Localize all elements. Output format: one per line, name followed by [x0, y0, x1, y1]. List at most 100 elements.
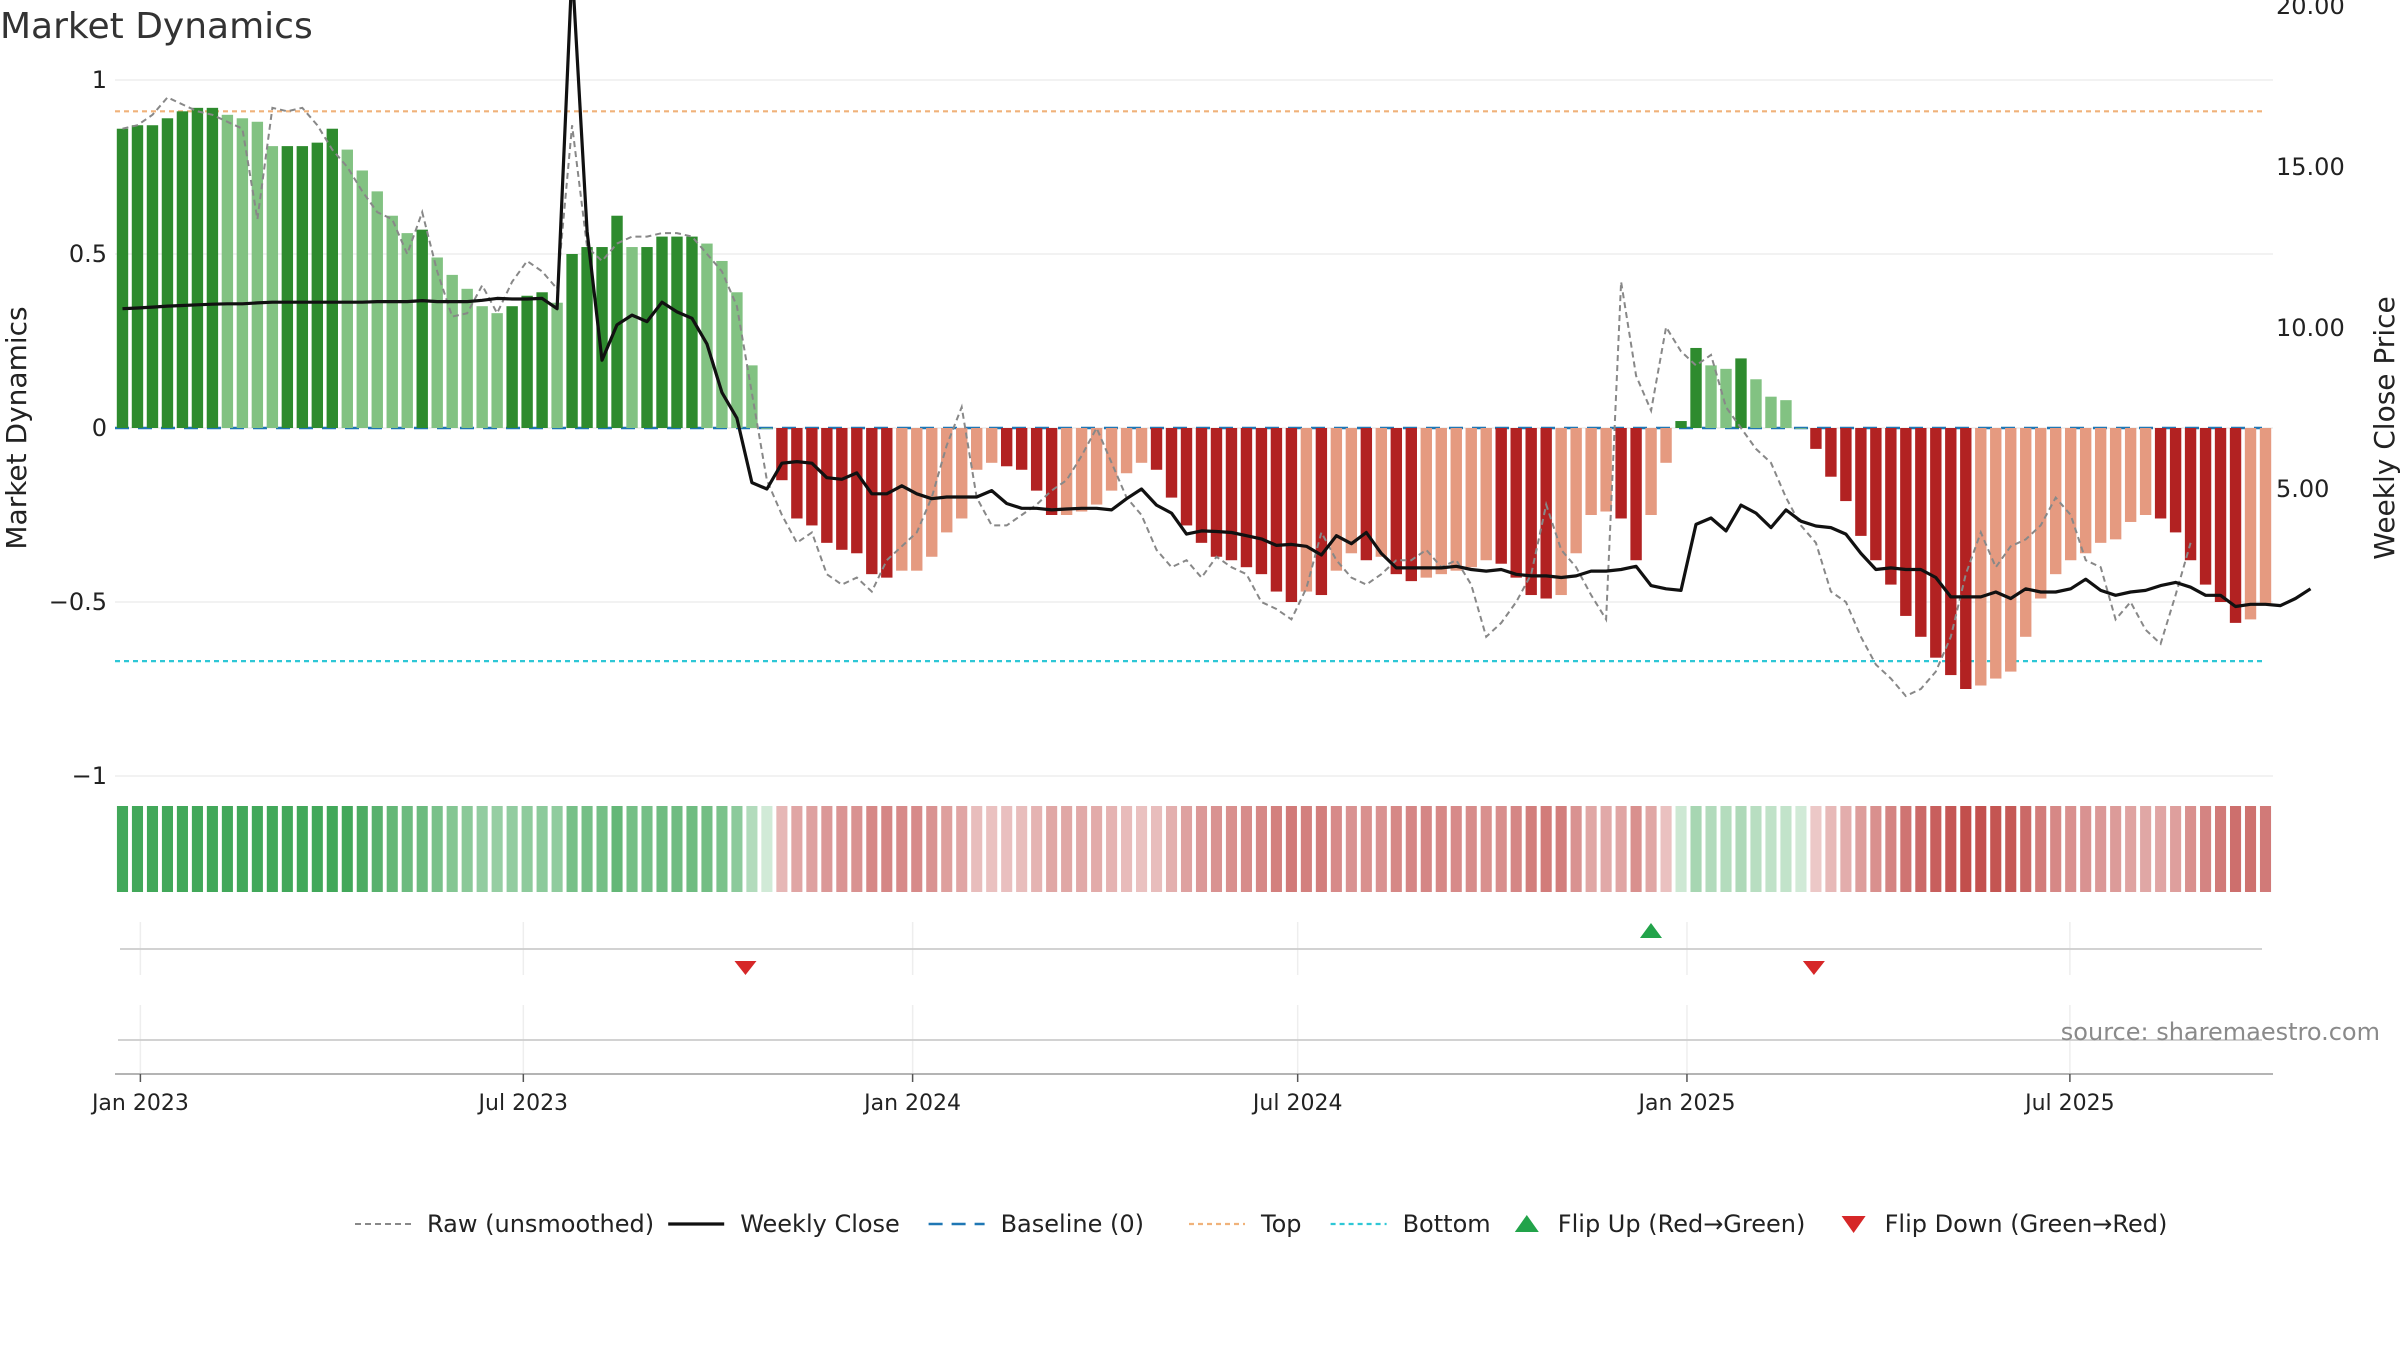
strip-cell — [476, 806, 488, 892]
strip-cell — [221, 806, 233, 892]
strip-cell — [1420, 806, 1432, 892]
bar — [2124, 428, 2137, 522]
legend-item-close: Weekly Close — [668, 1210, 900, 1238]
bar — [1420, 428, 1432, 578]
strip-cell — [551, 806, 563, 892]
strip-cell — [2155, 806, 2167, 892]
strip-cell — [626, 806, 638, 892]
bar — [985, 428, 998, 463]
bar — [356, 170, 368, 429]
strip-cell — [386, 806, 398, 892]
flip-up-marker — [1639, 923, 1662, 938]
bar — [2199, 428, 2212, 585]
bar — [581, 247, 593, 428]
legend-label: Top — [1260, 1210, 1302, 1238]
chart-title: Market Dynamics — [0, 6, 313, 47]
legend: Raw (unsmoothed) Weekly Close Baseline (0)… — [355, 1210, 2167, 1238]
regime-strip — [116, 806, 2272, 892]
strip-cell — [581, 806, 593, 892]
strip-cell — [896, 806, 908, 892]
bar — [1765, 396, 1777, 428]
strip-cell — [1390, 806, 1402, 892]
bar — [1930, 428, 1942, 658]
legend-label: Bottom — [1403, 1210, 1491, 1238]
bar — [2035, 428, 2047, 599]
y-axis-ticks: 1 0.5 0 −0.5 −1 — [49, 66, 107, 790]
y-tick-label: 0.5 — [69, 240, 107, 268]
strip-cell — [1855, 806, 1867, 892]
strip-cell — [1570, 806, 1582, 892]
strip-cell — [401, 806, 413, 892]
strip-cell — [1165, 806, 1178, 892]
strip-cell — [356, 806, 368, 892]
bar — [1165, 428, 1178, 498]
strip-cell — [1780, 806, 1792, 892]
bar — [1105, 428, 1118, 491]
bar — [1645, 428, 1657, 515]
bar — [566, 254, 578, 428]
bar — [731, 292, 743, 428]
strip-cell — [1990, 806, 2002, 892]
bar — [2050, 428, 2062, 575]
strip-cell — [371, 806, 383, 892]
bar — [791, 428, 803, 519]
strip-cell — [2065, 806, 2077, 892]
strip-cell — [1076, 806, 1088, 892]
bar — [386, 215, 398, 428]
bar — [1750, 379, 1762, 428]
strip-cell — [956, 806, 968, 892]
strip-cell — [1555, 806, 1567, 892]
strip-cell — [1031, 806, 1043, 892]
bar — [656, 236, 668, 428]
bar — [971, 428, 983, 470]
strip-cell — [1001, 806, 1013, 892]
source-note: source: sharemaestro.com — [2061, 1018, 2380, 1046]
strip-cell — [2259, 806, 2272, 892]
legend-label: Flip Up (Red→Green) — [1558, 1210, 1806, 1238]
bar — [1195, 428, 1208, 543]
strip-cell — [1345, 806, 1357, 892]
bar — [1585, 428, 1597, 515]
bar — [1225, 428, 1238, 561]
strip-cell — [2244, 806, 2257, 892]
strip-cell — [731, 806, 743, 892]
bar — [671, 236, 683, 428]
bar — [1090, 428, 1103, 505]
strip-cell — [311, 806, 323, 892]
bar — [221, 114, 234, 429]
bar — [1375, 428, 1388, 557]
bar — [461, 288, 473, 428]
strip-cell — [1195, 806, 1208, 892]
legend-label: Weekly Close — [740, 1210, 900, 1238]
strip-cell — [911, 806, 923, 892]
legend-label: Flip Down (Green→Red) — [1885, 1210, 2168, 1238]
bar — [1975, 428, 1987, 686]
bar — [1990, 428, 2002, 679]
strip-cell — [2005, 806, 2017, 892]
strip-cell — [1810, 806, 1822, 892]
legend-label: Baseline (0) — [1001, 1210, 1144, 1238]
strip-cell — [1675, 806, 1687, 892]
strip-cell — [1585, 806, 1597, 892]
y2-axis-label: Weekly Close Price — [2368, 296, 2400, 559]
strip-cell — [1825, 806, 1837, 892]
strip-cell — [1150, 806, 1163, 892]
bar — [1210, 428, 1223, 557]
bar — [701, 243, 713, 428]
strip-cell — [2125, 806, 2137, 892]
bar — [1330, 428, 1343, 571]
bar — [2169, 428, 2182, 533]
strip-cell — [851, 806, 863, 892]
bar — [1690, 347, 1702, 428]
strip-cell — [1540, 806, 1552, 892]
bar — [1045, 428, 1058, 515]
bar — [536, 292, 548, 428]
bar — [1570, 428, 1582, 554]
bar — [1015, 428, 1028, 470]
bar — [476, 306, 488, 428]
bar — [401, 233, 413, 428]
bar — [1240, 428, 1253, 568]
strip-cell — [341, 806, 353, 892]
strip-cell — [491, 806, 503, 892]
series-lines — [122, 0, 2312, 698]
